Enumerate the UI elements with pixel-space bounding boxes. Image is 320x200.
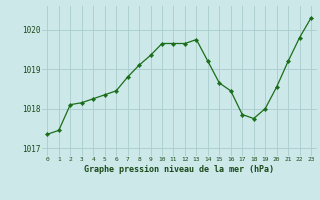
X-axis label: Graphe pression niveau de la mer (hPa): Graphe pression niveau de la mer (hPa) [84,165,274,174]
